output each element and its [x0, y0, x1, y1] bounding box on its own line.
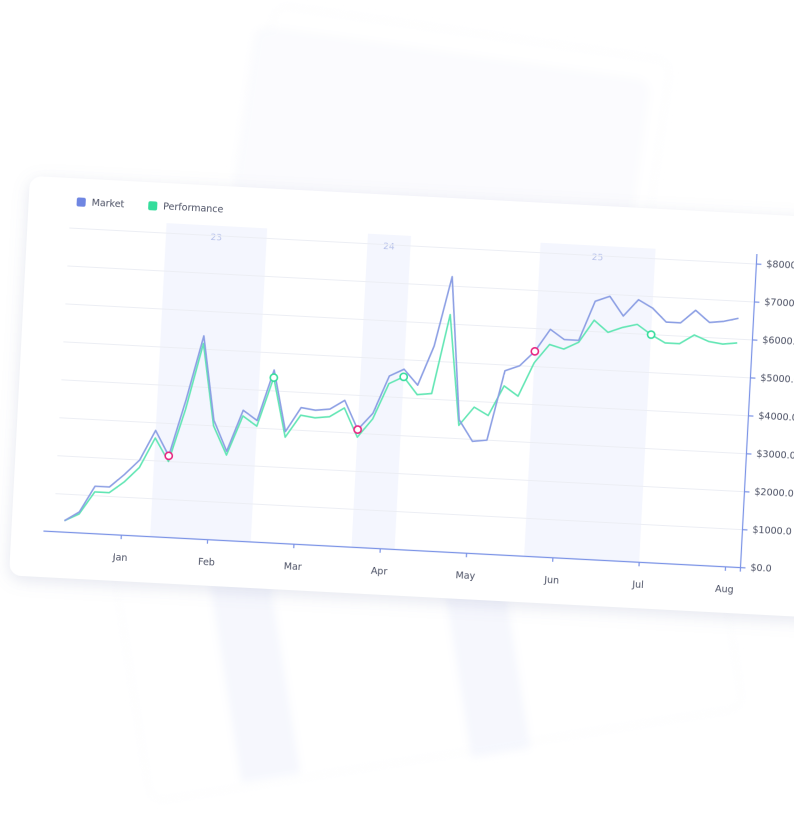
y-tick-label: $5000.0 — [760, 373, 794, 386]
legend-swatch — [148, 201, 157, 210]
x-tick-label: Feb — [198, 557, 215, 569]
legend-swatch — [76, 197, 85, 206]
period-label: 24 — [383, 242, 395, 253]
x-tick-label: Aug — [715, 584, 734, 596]
highlight-marker — [270, 374, 278, 382]
highlight-marker — [165, 452, 173, 460]
y-tick-label: $1000.0 — [752, 525, 792, 538]
highlight-marker — [531, 348, 539, 356]
y-tick-label: $0.0 — [750, 563, 772, 575]
period-label: 25 — [591, 253, 603, 264]
x-tick-label: May — [455, 570, 476, 582]
y-tick-label: $4000.0 — [758, 411, 794, 424]
x-tick-label: Jan — [112, 552, 128, 564]
legend-label: Market — [91, 198, 124, 211]
x-tick-label: Apr — [371, 566, 388, 578]
y-tick-label: $2000.0 — [754, 487, 794, 500]
highlight-marker — [400, 373, 408, 381]
y-tick-label: $8000.0 — [766, 259, 794, 272]
y-tick-label: $7000.0 — [764, 297, 794, 310]
x-tick-label: Jun — [543, 575, 559, 587]
chart-card: 23 24 25 $0.0 $1000.0 $2000.0 $3000.0 $4000.0 $5… — [9, 176, 794, 619]
period-label: 23 — [210, 233, 222, 244]
highlight-marker — [354, 426, 362, 434]
x-tick-label: Mar — [284, 561, 303, 573]
y-tick-label: $3000.0 — [756, 449, 794, 462]
highlight-marker — [647, 331, 655, 339]
y-tick-label: $6000.0 — [762, 335, 794, 348]
x-tick-label: Jul — [631, 579, 644, 591]
